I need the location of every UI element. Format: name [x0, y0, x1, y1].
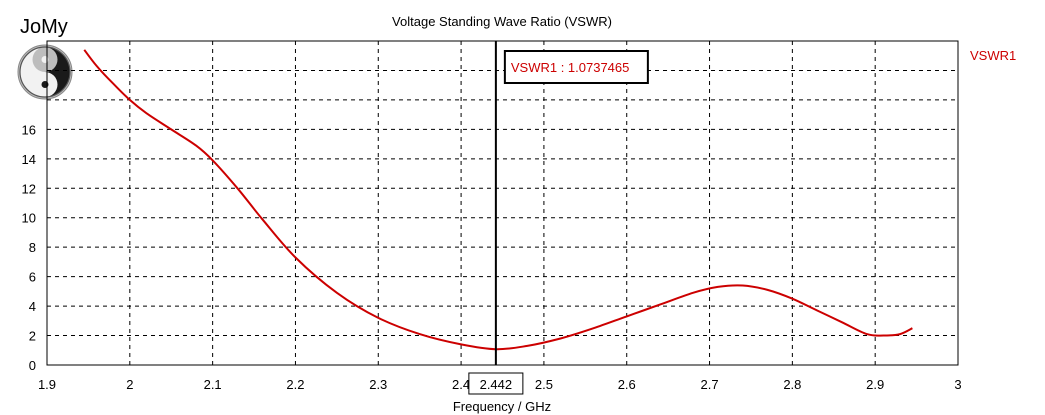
x-tick-label: 2.2: [286, 377, 304, 392]
x-tick-label: 2: [126, 377, 133, 392]
series-line-vswr1: [83, 49, 913, 351]
y-tick-label: 16: [22, 122, 36, 137]
y-axis-ticks: 0 2 4 6 8 10 12 14 16: [22, 122, 36, 373]
x-tick-label: 2.3: [369, 377, 387, 392]
y-tick-label: 6: [29, 270, 36, 285]
marker-readout-label: VSWR1 : 1.0737465: [511, 60, 630, 75]
y-tick-label: 8: [29, 240, 36, 255]
x-tick-label: 2.8: [783, 377, 801, 392]
x-tick-label: 3: [954, 377, 961, 392]
chart-title: Voltage Standing Wave Ratio (VSWR): [392, 14, 612, 29]
x-tick-label: 2.6: [618, 377, 636, 392]
y-tick-label: 0: [29, 358, 36, 373]
x-tick-label: 1.9: [38, 377, 56, 392]
y-tick-label: 12: [22, 181, 36, 196]
x-tick-label: 2.7: [701, 377, 719, 392]
yin-yang-icon: [17, 44, 73, 100]
x-axis-ticks: 1.9 2 2.1 2.2 2.3 2.4 2.5 2.6 2.7 2.8 2.9 3: [38, 377, 962, 392]
marker-x-label: 2.442: [480, 377, 513, 392]
plot-frame: [46, 40, 959, 366]
x-axis-label: Frequency / GHz: [453, 399, 551, 414]
grid-lines: [47, 41, 958, 365]
y-tick-label: 10: [22, 211, 36, 226]
legend-item-vswr1: VSWR1: [970, 48, 1016, 63]
marker-readout-box[interactable]: [503, 50, 649, 84]
y-tick-label: 14: [22, 152, 36, 167]
x-tick-label: 2.5: [535, 377, 553, 392]
x-tick-label: 2.1: [204, 377, 222, 392]
y-tick-label: 4: [29, 299, 36, 314]
logo-text: JoMy: [20, 16, 68, 38]
x-tick-label: 2.4: [452, 377, 470, 392]
y-tick-label: 2: [29, 329, 36, 344]
x-tick-label: 2.9: [866, 377, 884, 392]
marker-x-box: [468, 372, 524, 395]
